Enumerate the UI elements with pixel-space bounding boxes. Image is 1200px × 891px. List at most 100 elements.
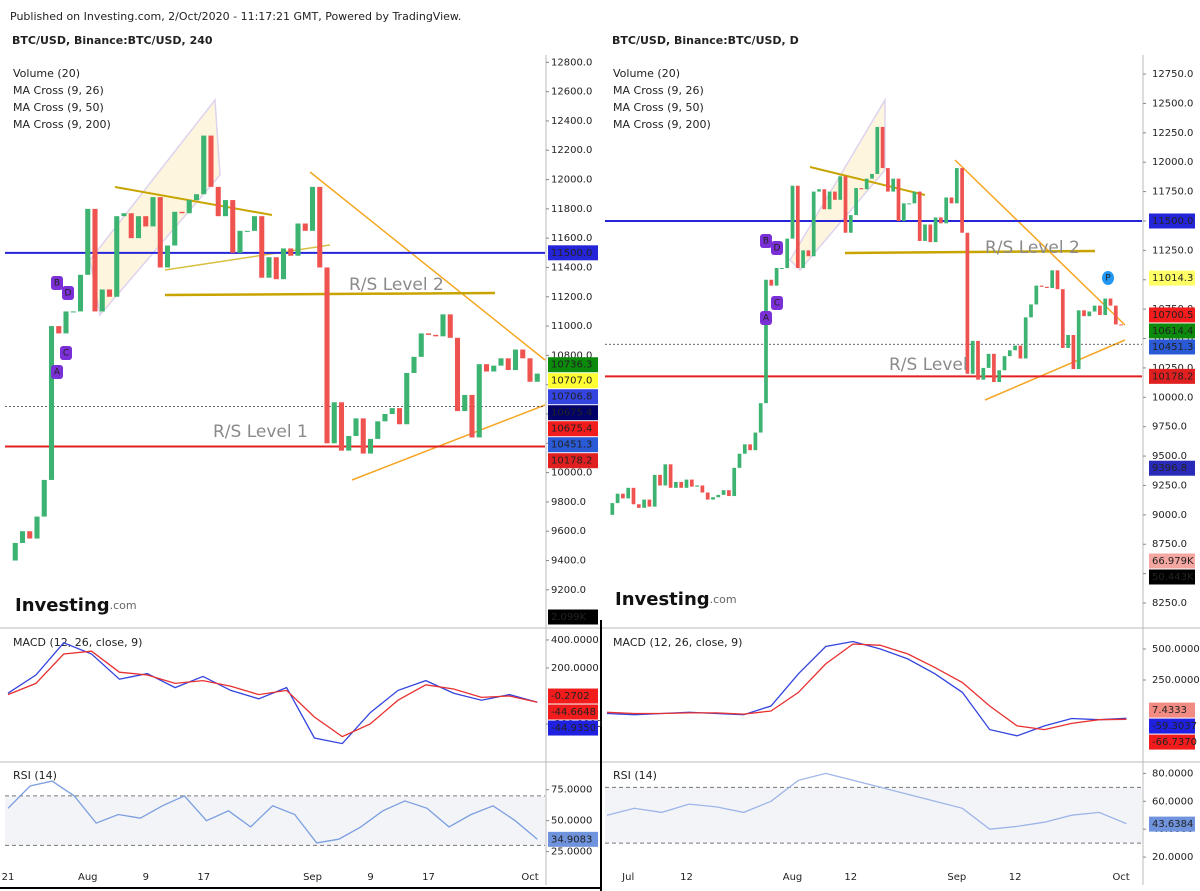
price-tag-label: 34.9083 (551, 834, 592, 845)
price-tag-label: -44.9350 (551, 723, 596, 734)
y-tick-label: 10800.0 (551, 350, 592, 361)
price-tag (548, 421, 598, 437)
y-tick-label: 12400.0 (551, 116, 592, 127)
candle (483, 364, 490, 372)
candle (1119, 324, 1123, 326)
price-tag (1149, 323, 1195, 339)
y-tick-label: 200.0000 (551, 663, 599, 674)
candle (827, 191, 832, 210)
pane-title: MACD (12, 26, close, 9) (13, 636, 142, 649)
y-tick-label: 60.0000 (1152, 796, 1193, 807)
price-tag-label: 11500.0 (1152, 216, 1193, 227)
candle (1066, 335, 1070, 348)
candle (498, 358, 504, 366)
y-tick-label: 12800.0 (551, 57, 592, 68)
candle (822, 189, 827, 210)
price-tag-label: 66.979K (1152, 556, 1194, 567)
candle (1092, 305, 1097, 312)
candle (949, 197, 954, 204)
candle (288, 248, 294, 256)
x-tick-label: 17 (422, 872, 435, 883)
candle (790, 185, 795, 239)
price-tag (1149, 569, 1195, 585)
candle (1087, 311, 1092, 317)
y-tick-label: 9800.0 (551, 497, 586, 508)
candle (135, 216, 142, 239)
price-tag-label: 10178.2 (551, 456, 592, 467)
candle (346, 435, 352, 451)
y-tick-label: 9000.0 (1152, 510, 1187, 521)
candle (642, 499, 646, 508)
candle (992, 353, 996, 383)
candle (1007, 350, 1012, 357)
candle (280, 248, 287, 280)
y-tick-label: 12500.0 (1152, 98, 1193, 109)
logo-main: Investing (615, 589, 710, 610)
candle (965, 232, 970, 374)
candle (317, 186, 323, 268)
candle (907, 203, 911, 205)
y-tick-label: 12600.0 (551, 87, 592, 98)
candle (928, 224, 933, 243)
price-tag (548, 831, 598, 847)
x-tick-label: Sep (947, 872, 966, 883)
price-tag (548, 720, 598, 736)
candle (960, 168, 964, 233)
price-tag-label: 11014.3 (1152, 273, 1193, 284)
annotation: R/S Level (889, 355, 968, 375)
pane-title: MACD (12, 26, close, 9) (613, 636, 742, 649)
legend-entry: MA Cross (9, 200) (613, 118, 711, 131)
candle (896, 178, 901, 221)
candle (396, 408, 403, 425)
marker-label: D (774, 244, 781, 254)
candle (179, 211, 185, 214)
candle (679, 481, 684, 488)
candle (114, 216, 120, 297)
y-tick-label: 9200.0 (551, 585, 586, 596)
candle (222, 200, 229, 217)
candle (1076, 310, 1081, 370)
price-tag-label: -66.7370 (1152, 737, 1197, 748)
candle (1060, 289, 1065, 348)
price-tag-label: 10707.0 (551, 376, 592, 387)
candle (1055, 270, 1060, 290)
y-tick-label: 11800.0 (551, 204, 592, 215)
marker-label: P (1105, 274, 1111, 284)
candle (727, 490, 731, 497)
candle (833, 191, 837, 200)
y-tick-label: 12750.0 (1152, 69, 1193, 80)
marker-label: A (54, 368, 61, 378)
x-tick-label: Oct (521, 872, 538, 883)
marker (51, 365, 63, 379)
candle (367, 438, 374, 454)
candle (295, 223, 301, 256)
candle (742, 444, 747, 454)
candle (732, 467, 737, 497)
candle (1071, 335, 1076, 370)
candle (1045, 286, 1049, 288)
price-tag (1149, 734, 1195, 750)
price-tag-label: -44.6648 (551, 707, 596, 718)
candle (230, 200, 236, 253)
y-tick-label: 11400.0 (551, 262, 592, 273)
candle (150, 197, 156, 227)
candle (237, 230, 243, 253)
candle (748, 444, 752, 451)
candle (817, 189, 821, 192)
candle (462, 394, 468, 412)
candle (801, 250, 805, 269)
candle (186, 200, 192, 214)
candle (695, 485, 699, 487)
candle (859, 188, 864, 190)
price-tag-label: 11500.0 (551, 248, 592, 259)
price-tag-label: 10736.3 (551, 360, 592, 371)
price-tag (1149, 270, 1195, 286)
candle (1082, 310, 1086, 317)
price-tag-label: 10451.3 (551, 440, 592, 451)
candle (106, 289, 113, 297)
header: Published on Investing.com, 2/Oct/2020 -… (10, 10, 461, 23)
candle (375, 421, 381, 439)
price-tag (1149, 718, 1195, 734)
price-tag (548, 357, 598, 373)
y-tick-label: 11200.0 (551, 292, 592, 303)
